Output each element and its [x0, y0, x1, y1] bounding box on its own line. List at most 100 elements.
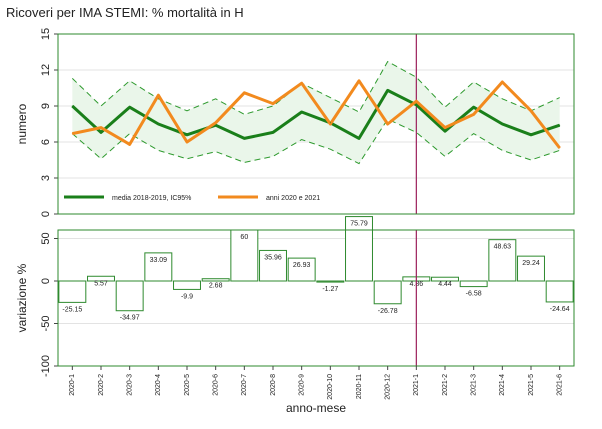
- x-tick-label: 2020-5: [184, 374, 191, 396]
- bar-2020-3: [115, 280, 144, 312]
- bar-2021-2: [431, 276, 459, 282]
- bottom-y-tick-label: -50: [40, 316, 52, 332]
- mean-point: [243, 137, 245, 139]
- x-tick-label: 2020-10: [327, 374, 334, 400]
- bar-2020-7: [230, 229, 259, 282]
- observed-point: [501, 81, 503, 83]
- bar-2020-2: [87, 275, 115, 282]
- mean-point: [129, 106, 131, 108]
- top-y-tick-label: 9: [40, 103, 52, 109]
- x-tick-label: 2020-6: [213, 374, 220, 396]
- observed-point: [301, 82, 303, 84]
- x-tick-label: 2020-1: [69, 374, 76, 396]
- observed-point: [415, 100, 417, 102]
- observed-point: [473, 113, 475, 115]
- top-y-tick-label: 3: [40, 175, 52, 181]
- bottom-plot-frame: [57, 229, 575, 367]
- x-tick-label: 2021-6: [557, 374, 564, 396]
- mean-point: [501, 123, 503, 125]
- mean-point: [186, 134, 188, 136]
- x-tick-label: 2020-2: [98, 374, 105, 396]
- bottom-y-tick-label: -100: [40, 355, 52, 377]
- bottom-y-tick-label: 0: [40, 278, 52, 284]
- observed-point: [129, 143, 131, 145]
- x-tick-label: 2020-12: [385, 374, 392, 400]
- bar-data-label: -1.27: [322, 286, 338, 293]
- observed-point: [243, 92, 245, 94]
- x-tick-label: 2020-8: [270, 374, 277, 396]
- mean-point: [100, 131, 102, 133]
- x-axis-label: anno-mese: [286, 401, 346, 415]
- x-tick-label: 2020-11: [356, 374, 363, 399]
- x-tick-label: 2020-7: [241, 374, 248, 396]
- x-tick-label: 2021-3: [471, 374, 478, 396]
- mean-point: [387, 89, 389, 91]
- bar-data-label: -6.58: [466, 291, 482, 298]
- x-tick-label: 2021-5: [528, 374, 535, 396]
- mean-point: [559, 124, 561, 126]
- bar-2020-1: [58, 280, 87, 303]
- bar-data-label: 4.44: [438, 281, 452, 288]
- x-tick-label: 2020-4: [155, 374, 162, 396]
- top-plot-frame: [57, 33, 575, 215]
- bar-data-label: 29.24: [522, 260, 540, 267]
- bar-2020-5: [173, 280, 201, 290]
- ci-lower-line: [72, 118, 560, 165]
- observed-point: [215, 122, 217, 124]
- bar-2020-10: [316, 280, 345, 283]
- bar-data-label: -25.15: [62, 306, 82, 313]
- bar-2021-6: [545, 280, 574, 303]
- bar-2021-4: [488, 239, 517, 282]
- mean-point: [444, 130, 446, 132]
- mean-point: [272, 131, 274, 133]
- bar-2020-9: [287, 257, 316, 282]
- observed-point: [71, 133, 73, 135]
- observed-point: [444, 127, 446, 129]
- series-line-observed: [72, 79, 561, 149]
- observed-point: [559, 147, 561, 149]
- mean-point: [71, 105, 73, 107]
- legend-label-observed: anni 2020 e 2021: [266, 195, 320, 202]
- mean-point: [358, 137, 360, 139]
- legend-label-mean: media 2018-2019, IC95%: [112, 195, 191, 202]
- bar-data-label: 33.09: [150, 257, 168, 264]
- bar-data-label: 75.79: [350, 221, 368, 228]
- mean-point: [157, 123, 159, 125]
- bar-data-label: 48.63: [494, 244, 512, 251]
- observed-point: [157, 94, 159, 96]
- bar-data-label: 2.68: [209, 283, 223, 290]
- bar-2021-3: [459, 280, 488, 288]
- x-tick-label: 2020-9: [299, 374, 306, 396]
- mean-point: [301, 111, 303, 113]
- bar-2020-11: [345, 216, 373, 282]
- x-tick-label: 2020-3: [127, 374, 134, 396]
- bar-2020-12: [373, 280, 402, 305]
- top-y-axis-label: numero: [15, 103, 29, 144]
- top-y-tick-label: 15: [40, 28, 52, 40]
- bar-data-label: -24.64: [550, 306, 570, 313]
- mean-point: [530, 134, 532, 136]
- mean-point: [215, 124, 217, 126]
- observed-point: [387, 123, 389, 125]
- observed-point: [272, 103, 274, 105]
- observed-point: [186, 141, 188, 143]
- bar-2021-5: [517, 255, 545, 282]
- top-y-tick-label: 6: [40, 139, 52, 145]
- observed-point: [329, 123, 331, 125]
- bar-data-label: -9.9: [181, 293, 193, 300]
- bar-data-label: 35.96: [264, 254, 282, 261]
- mean-point: [473, 106, 475, 108]
- bottom-y-tick-label: 50: [40, 232, 52, 244]
- x-tick-label: 2021-2: [442, 374, 449, 396]
- bar-data-label: -26.78: [378, 308, 398, 315]
- bar-data-label: 60: [240, 234, 248, 241]
- ci-upper-line: [71, 60, 560, 115]
- bar-data-label: 5.57: [94, 280, 108, 287]
- x-tick-label: 2021-4: [499, 374, 506, 396]
- observed-point: [358, 80, 360, 82]
- top-y-tick-label: 0: [40, 211, 52, 217]
- observed-point: [100, 127, 102, 129]
- observed-point: [530, 110, 532, 112]
